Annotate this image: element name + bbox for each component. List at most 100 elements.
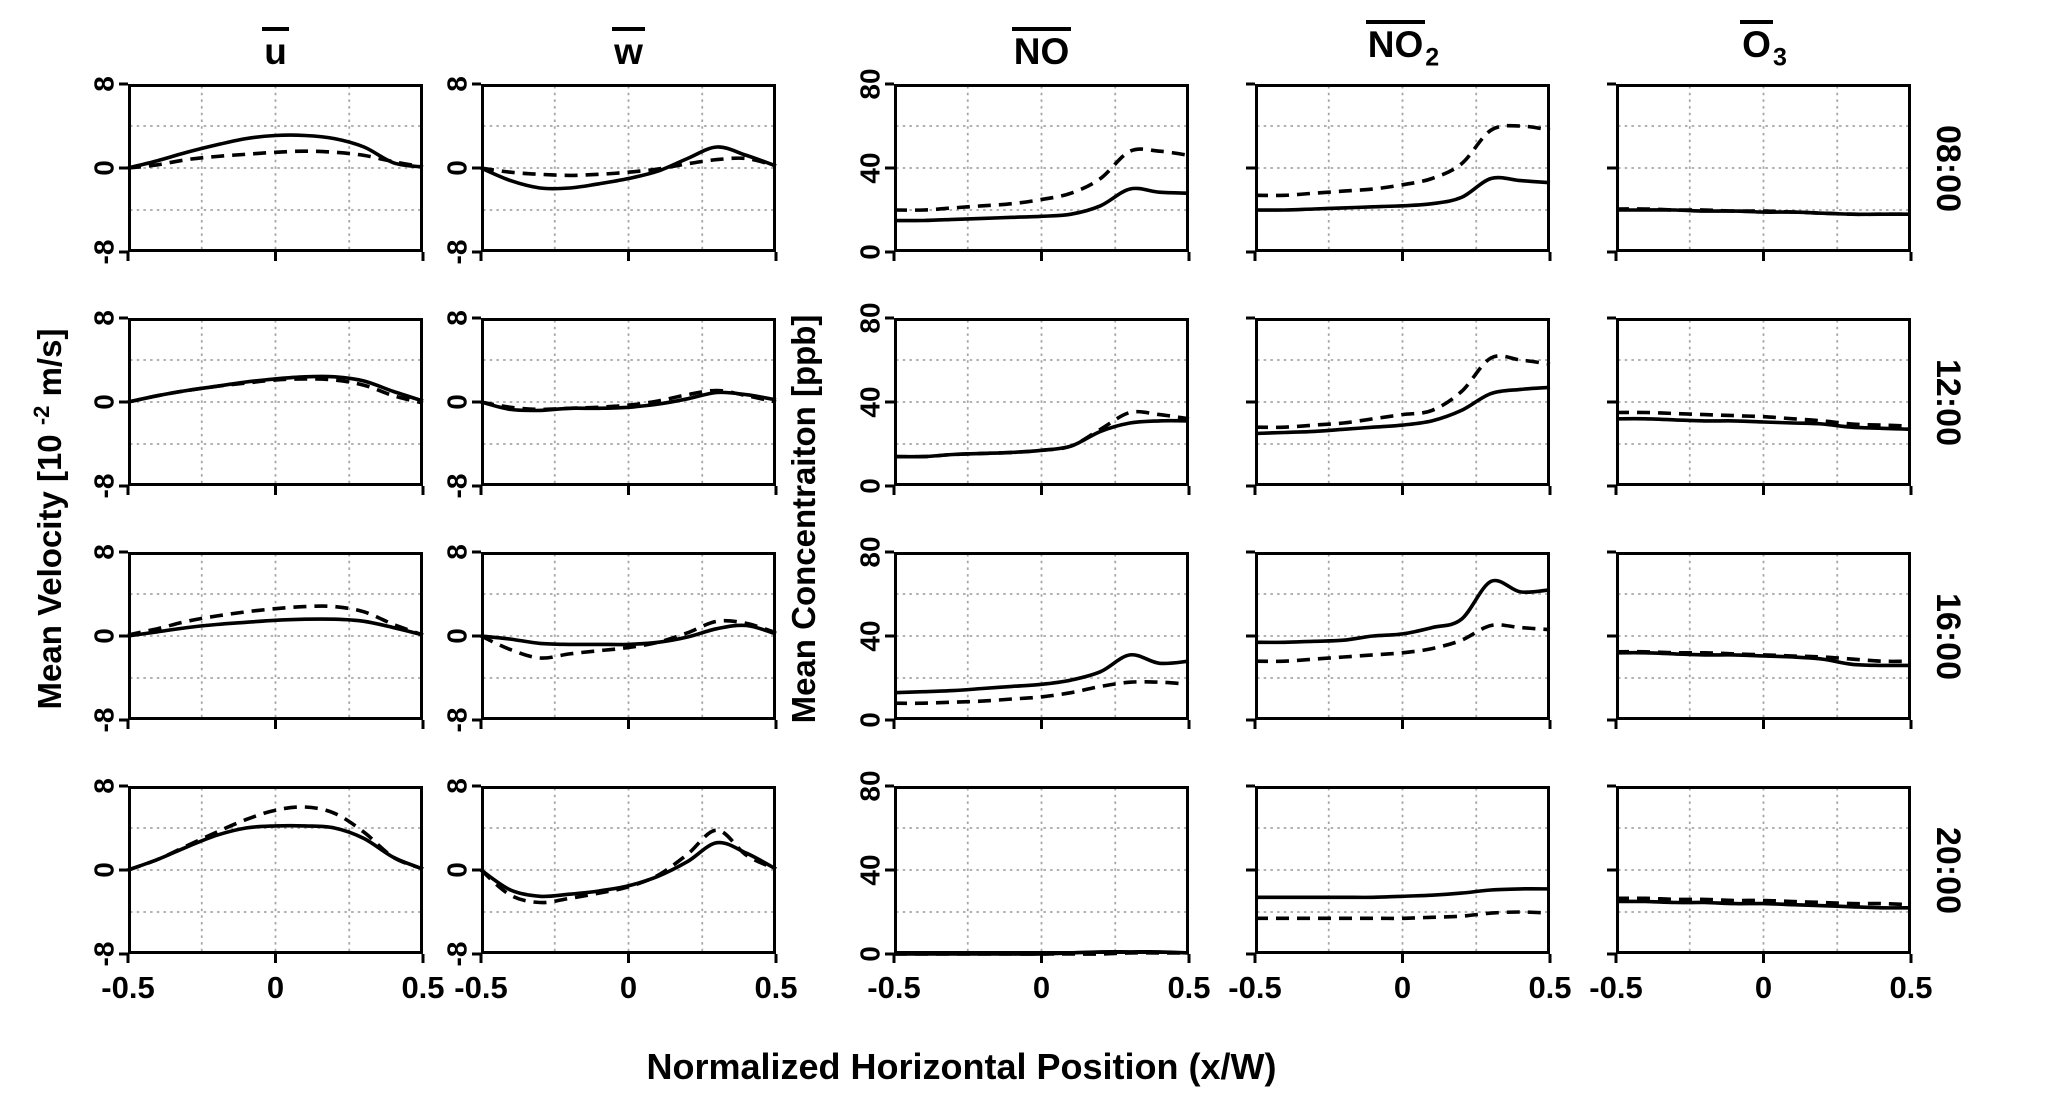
y-tick-label: -8 [442,240,473,265]
series-dashed [480,388,777,412]
series-dashed [1615,896,1912,907]
x-tick-label: 0.5 [1889,970,1932,1005]
y-tick-label: 0 [855,478,886,494]
y-tick-label: 0 [855,946,886,962]
series-dashed [480,156,777,178]
column-title-NO: NO [1011,27,1072,84]
series-dashed [1254,623,1551,664]
panel-border [1616,84,1911,252]
y-tick-label: 8 [442,76,473,92]
y-tick-label: 80 [855,68,886,99]
series-dashed [893,679,1190,706]
y-tick-label: 8 [89,544,120,560]
series-dashed [1615,410,1912,428]
y-tick-label: 0 [855,712,886,728]
x-tick-label: 0 [267,970,284,1005]
y-tick-label: 0 [442,394,473,410]
series-dashed [127,377,424,405]
y-tick-label: 0 [442,628,473,644]
x-tick-label: 0.5 [1528,970,1571,1005]
panel-u-0800: 8 0 -8 [89,76,425,264]
y-tick-label: -8 [89,942,120,967]
panel-w-2000: 8 0 -8 -0.5 0 0.5 [442,778,798,1005]
series-solid [480,623,777,647]
panel-NO-1200: 80 40 0 [855,302,1191,495]
panel-NO2-2000: -0.5 0 0.5 [1228,784,1572,1005]
series-dashed [1615,207,1911,217]
y-tick-label: -8 [442,942,473,967]
y-tick-label: 8 [89,778,120,794]
y-tick-label: 8 [89,76,120,92]
panel-border [128,786,423,954]
y-tick-label: 0 [89,862,120,878]
x-tick-label: -0.5 [1228,970,1281,1005]
column-title-overline-u: u [262,27,289,70]
panel-NO-0800: 80 40 0 [855,68,1191,261]
x-tick-label: 0.5 [1167,970,1210,1005]
series-dashed [127,149,424,170]
column-title-O3: O3 [1740,19,1787,84]
column-title-overline-NO2: NO [1365,19,1426,63]
y-tick-label: -8 [442,474,473,499]
x-tick-label: 0 [620,970,637,1005]
panel-w-1600: 8 0 -8 [442,544,778,732]
series-solid [1615,899,1912,910]
panel-border [481,318,776,486]
series-dashed [127,805,424,872]
x-axis-title-text: Normalized Horizontal Position (x/W) [646,1046,1277,1087]
panel-NO2-0800 [1246,82,1552,261]
panel-u-1600: 8 0 -8 [89,544,425,732]
x-tick-label: 0 [1033,970,1050,1005]
concentration-axis-title: Mean Concentraiton [ppb] [785,314,822,724]
column-title-overline-NO: NO [1011,27,1072,70]
row-label-0800: 08:00 [1928,124,1967,212]
y-tick-label: -8 [89,240,120,265]
series-dashed [479,828,777,905]
y-tick-label: -8 [442,708,473,733]
x-tick-label: 0.5 [754,970,797,1005]
panel-border [128,84,423,252]
panel-O3-1200 [1607,316,1913,495]
x-tick-label: -0.5 [101,970,154,1005]
series-dashed [127,604,424,637]
series-solid [1254,385,1551,436]
panel-O3-1600 [1607,550,1913,729]
panel-u-2000: 8 0 -8 -0.5 0 0.5 [89,778,445,1005]
series-solid [480,145,777,191]
y-tick-label: 0 [442,862,473,878]
y-tick-label: -8 [89,708,120,733]
x-tick-label: -0.5 [454,970,507,1005]
x-tick-label: 0 [1755,970,1772,1005]
panel-border [128,318,423,486]
panel-NO2-1600 [1246,550,1552,729]
y-tick-label: 8 [442,544,473,560]
panel-border [481,552,776,720]
panel-border [1255,318,1550,486]
column-title-NO2: NO2 [1365,19,1440,84]
y-tick-label: 40 [855,854,886,885]
x-tick-label: 0 [1394,970,1411,1005]
series-solid [893,653,1190,695]
y-tick-label: 80 [855,770,886,801]
row-label-2000: 20:00 [1928,826,1967,914]
series-dashed [1254,123,1551,198]
panel-w-1200: 8 0 -8 [442,310,778,498]
column-title-subscript-NO2: 2 [1425,43,1440,71]
panel-NO-2000: 80 40 0 -0.5 0 0.5 [855,770,1211,1005]
panel-border [894,552,1189,720]
series-solid [1615,416,1912,432]
panel-border [1255,84,1550,252]
y-tick-label: 0 [442,160,473,176]
panel-border [1616,552,1911,720]
column-title-overline-w: w [612,27,645,70]
series-dashed [1254,354,1551,430]
velocity-axis-title: Mean Velocity [10 -2 m/s] [29,328,68,710]
panel-border [1616,786,1911,954]
y-tick-label: 0 [89,394,120,410]
y-tick-label: 0 [89,628,120,644]
panel-NO-1600: 80 40 0 [855,536,1191,729]
panel-border [1616,318,1911,486]
y-tick-label: 0 [855,244,886,260]
